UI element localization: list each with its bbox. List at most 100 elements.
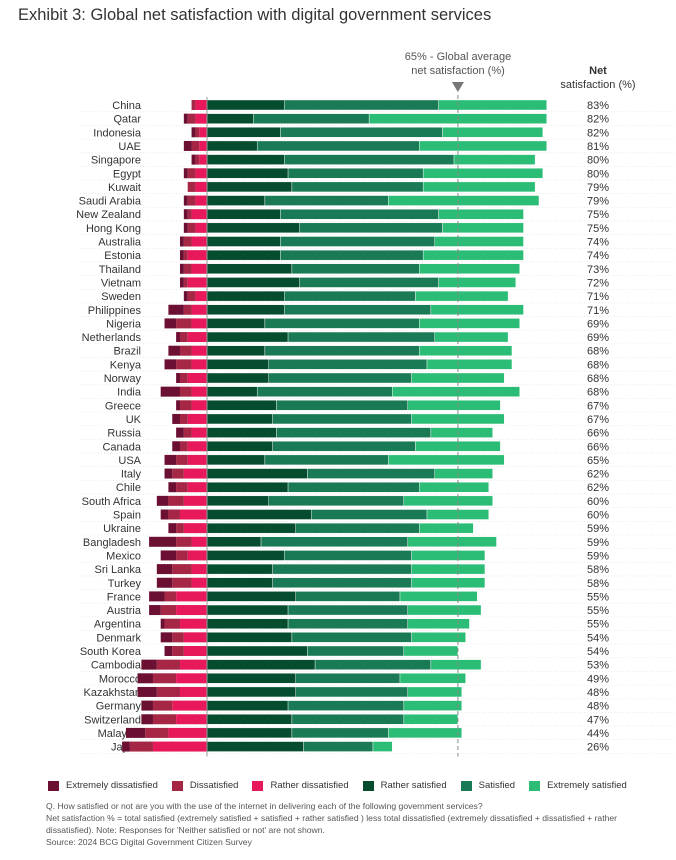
net-value-vietnam: 72% — [587, 277, 609, 289]
bar-austria-extremely-satisfied — [407, 604, 482, 616]
bar-qatar-satisfied — [253, 113, 370, 124]
net-value-austria: 55% — [587, 605, 609, 617]
bar-italy-rather-satisfied — [206, 468, 308, 479]
country-label-canada: Canada — [102, 441, 141, 453]
bar-uk-rather-satisfied — [206, 413, 273, 425]
bar-germany-rather-dissatisfied — [172, 700, 207, 711]
survey-question: Q. How satisfied or not are you with the… — [46, 801, 483, 811]
bar-hong-kong-rather-dissatisfied — [195, 222, 207, 233]
bar-philippines-extremely-satisfied — [430, 304, 524, 315]
bar-china-dissatisfied — [191, 100, 196, 110]
country-label-ukraine: Ukraine — [103, 523, 141, 535]
bar-russia-rather-dissatisfied — [191, 427, 207, 438]
bar-kenya-extremely-satisfied — [426, 359, 513, 370]
bar-uae-satisfied — [256, 140, 420, 152]
net-value-kazakhstan: 48% — [587, 687, 609, 699]
bar-netherlands-extremely-dissatisfied — [176, 332, 180, 343]
net-value-denmark: 54% — [587, 632, 609, 644]
net-value-qatar: 82% — [587, 114, 609, 126]
bar-saudi-arabia-dissatisfied — [187, 195, 196, 206]
bar-south-korea-satisfied — [307, 645, 405, 657]
bar-qatar-dissatisfied — [187, 113, 196, 124]
country-label-mexico: Mexico — [106, 550, 141, 562]
bar-morocco-extremely-dissatisfied — [137, 673, 153, 684]
bar-south-africa-dissatisfied — [168, 495, 184, 506]
net-value-hong-kong: 75% — [587, 223, 609, 235]
bar-argentina-extremely-dissatisfied — [160, 618, 165, 629]
bar-uae-rather-satisfied — [206, 140, 258, 152]
bar-malaysia-extremely-satisfied — [388, 727, 462, 739]
bar-qatar-rather-satisfied — [206, 113, 254, 124]
bar-china-satisfied — [284, 99, 439, 111]
bar-south-africa-rather-satisfied — [206, 495, 269, 507]
bar-norway-rather-satisfied — [206, 372, 269, 384]
bar-switzerland-extremely-satisfied — [403, 714, 459, 725]
bar-new-zealand-rather-satisfied — [206, 208, 281, 220]
bar-vietnam-dissatisfied — [183, 277, 188, 288]
bar-netherlands-satisfied — [287, 331, 435, 343]
bar-usa-rather-dissatisfied — [187, 454, 207, 465]
bar-sri-lanka-rather-satisfied — [206, 563, 273, 575]
bar-kenya-rather-satisfied — [206, 359, 269, 370]
country-label-indonesia: Indonesia — [93, 127, 142, 139]
bar-denmark-dissatisfied — [172, 632, 184, 643]
country-label-qatar: Qatar — [113, 114, 141, 126]
bar-australia-rather-dissatisfied — [191, 236, 207, 247]
bar-thailand-extremely-satisfied — [419, 263, 520, 274]
bar-indonesia-rather-satisfied — [206, 127, 281, 138]
bar-canada-rather-satisfied — [206, 441, 273, 452]
bar-australia-rather-satisfied — [206, 236, 281, 247]
bar-chile-dissatisfied — [176, 482, 188, 493]
bar-netherlands-rather-dissatisfied — [187, 332, 207, 343]
bar-estonia-dissatisfied — [183, 250, 188, 261]
bar-kenya-satisfied — [268, 359, 428, 370]
country-label-austria: Austria — [107, 605, 142, 617]
bar-japan-satisfied — [303, 741, 374, 752]
bar-kazakhstan-satisfied — [295, 686, 408, 698]
bar-philippines-satisfied — [284, 304, 432, 315]
chart-title: Exhibit 3: Global net satisfaction with … — [18, 6, 492, 24]
country-label-netherlands: Netherlands — [82, 332, 142, 344]
bar-turkey-satisfied — [272, 577, 412, 588]
bar-denmark-extremely-dissatisfied — [160, 632, 173, 643]
bar-chile-satisfied — [287, 482, 420, 493]
bar-indonesia-dissatisfied — [195, 127, 200, 138]
bar-austria-rather-dissatisfied — [176, 605, 207, 616]
bar-switzerland-satisfied — [291, 714, 405, 725]
bar-greece-satisfied — [276, 400, 408, 411]
bar-estonia-rather-dissatisfied — [187, 250, 207, 261]
bar-greece-rather-dissatisfied — [191, 400, 207, 411]
bar-cambodia-extremely-satisfied — [430, 659, 482, 670]
average-label-line1: 65% - Global average — [404, 51, 512, 63]
bar-italy-dissatisfied — [172, 468, 184, 479]
net-value-norway: 68% — [587, 373, 609, 385]
bar-bangladesh-extremely-dissatisfied — [149, 536, 177, 547]
bar-estonia-rather-satisfied — [206, 249, 281, 261]
bar-france-rather-dissatisfied — [176, 591, 207, 602]
bar-thailand-satisfied — [291, 263, 420, 274]
bar-brazil-extremely-satisfied — [419, 345, 513, 356]
country-label-kazakhstan: Kazakhstan — [84, 687, 141, 699]
bar-brazil-satisfied — [264, 345, 420, 356]
bar-cambodia-rather-satisfied — [206, 659, 316, 670]
country-label-greece: Greece — [105, 400, 141, 412]
bar-philippines-rather-dissatisfied — [191, 304, 207, 315]
bar-sweden-satisfied — [284, 290, 416, 302]
bar-bangladesh-satisfied — [260, 536, 408, 547]
bar-germany-extremely-satisfied — [403, 700, 462, 711]
bar-chile-rather-satisfied — [206, 482, 289, 493]
bar-chile-extremely-dissatisfied — [168, 482, 177, 493]
bar-hong-kong-satisfied — [299, 222, 443, 234]
bar-uae-extremely-dissatisfied — [183, 140, 192, 151]
bar-india-rather-dissatisfied — [191, 386, 207, 397]
bar-hong-kong-rather-satisfied — [206, 222, 300, 234]
bar-japan-extremely-dissatisfied — [122, 741, 130, 752]
bar-singapore-extremely-satisfied — [453, 154, 536, 165]
country-label-norway: Norway — [104, 373, 142, 385]
net-value-turkey: 58% — [587, 578, 609, 590]
bar-egypt-dissatisfied — [187, 168, 196, 179]
net-value-uk: 67% — [587, 414, 609, 426]
bar-usa-extremely-satisfied — [388, 454, 505, 466]
bar-cambodia-rather-dissatisfied — [179, 659, 207, 670]
bar-morocco-extremely-satisfied — [399, 673, 466, 684]
